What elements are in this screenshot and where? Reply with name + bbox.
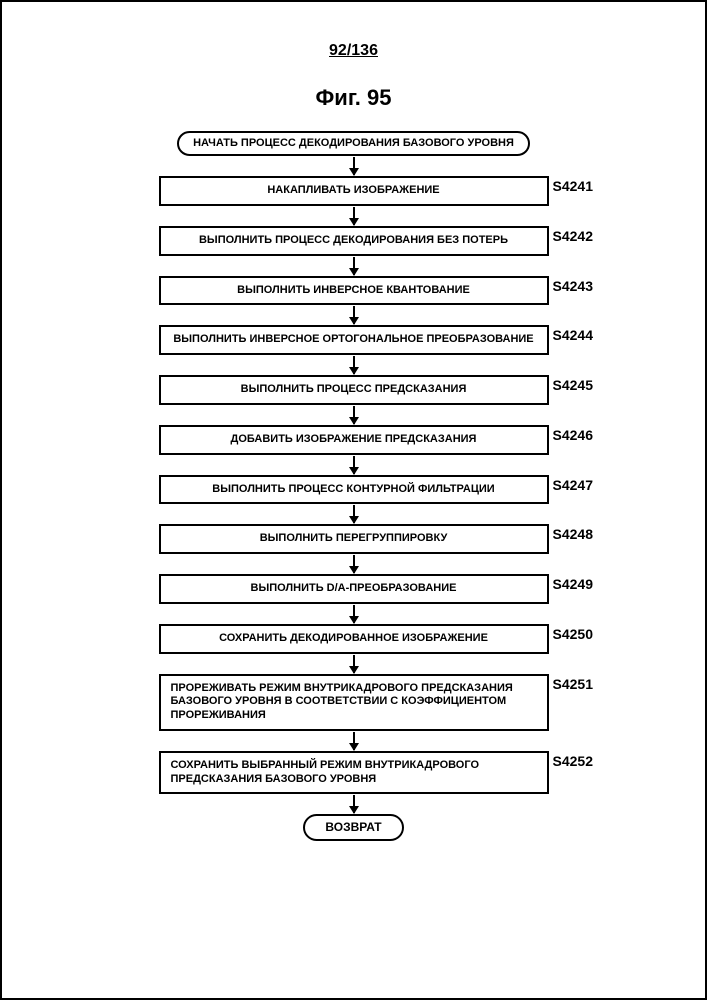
- process-box: СОХРАНИТЬ ДЕКОДИРОВАННОЕ ИЗОБРАЖЕНИЕ: [159, 624, 549, 654]
- arrow-icon: [353, 257, 355, 275]
- arrow-icon: [353, 356, 355, 374]
- process-box: ВЫПОЛНИТЬ ПРОЦЕСС ДЕКОДИРОВАНИЯ БЕЗ ПОТЕ…: [159, 226, 549, 256]
- process-box: ВЫПОЛНИТЬ ПЕРЕГРУППИРОВКУ: [159, 524, 549, 554]
- arrow-icon: [353, 605, 355, 623]
- step-row: ВЫПОЛНИТЬ ПЕРЕГРУППИРОВКУS4248: [74, 524, 634, 554]
- step-row: СОХРАНИТЬ ДЕКОДИРОВАННОЕ ИЗОБРАЖЕНИЕS425…: [74, 624, 634, 654]
- step-label: S4245: [553, 377, 593, 393]
- step-label: S4247: [553, 477, 593, 493]
- arrow-icon: [353, 207, 355, 225]
- arrow-icon: [353, 406, 355, 424]
- step-label: S4252: [553, 753, 593, 769]
- step-label: S4248: [553, 526, 593, 542]
- arrow-icon: [353, 456, 355, 474]
- process-box: ВЫПОЛНИТЬ ПРОЦЕСС КОНТУРНОЙ ФИЛЬТРАЦИИ: [159, 475, 549, 505]
- step-label: S4246: [553, 427, 593, 443]
- process-box: ПРОРЕЖИВАТЬ РЕЖИМ ВНУТРИКАДРОВОГО ПРЕДСК…: [159, 674, 549, 731]
- terminal-start: НАЧАТЬ ПРОЦЕСС ДЕКОДИРОВАНИЯ БАЗОВОГО УР…: [177, 131, 530, 156]
- step-label: S4249: [553, 576, 593, 592]
- step-row: ВЫПОЛНИТЬ ИНВЕРСНОЕ КВАНТОВАНИЕS4243: [74, 276, 634, 306]
- process-box: ДОБАВИТЬ ИЗОБРАЖЕНИЕ ПРЕДСКАЗАНИЯ: [159, 425, 549, 455]
- process-box: ВЫПОЛНИТЬ D/A-ПРЕОБРАЗОВАНИЕ: [159, 574, 549, 604]
- step-label: S4241: [553, 178, 593, 194]
- step-row: ДОБАВИТЬ ИЗОБРАЖЕНИЕ ПРЕДСКАЗАНИЯS4246: [74, 425, 634, 455]
- step-row: ВЫПОЛНИТЬ ПРОЦЕСС ДЕКОДИРОВАНИЯ БЕЗ ПОТЕ…: [74, 226, 634, 256]
- arrow-icon: [353, 732, 355, 750]
- arrow-icon: [353, 306, 355, 324]
- process-box: ВЫПОЛНИТЬ ПРОЦЕСС ПРЕДСКАЗАНИЯ: [159, 375, 549, 405]
- step-label: S4251: [553, 676, 593, 692]
- step-label: S4242: [553, 228, 593, 244]
- process-box: СОХРАНИТЬ ВЫБРАННЫЙ РЕЖИМ ВНУТРИКАДРОВОГ…: [159, 751, 549, 795]
- arrow-icon: [353, 795, 355, 813]
- flowchart: НАЧАТЬ ПРОЦЕСС ДЕКОДИРОВАНИЯ БАЗОВОГО УР…: [2, 131, 705, 841]
- step-row: ВЫПОЛНИТЬ ИНВЕРСНОЕ ОРТОГОНАЛЬНОЕ ПРЕОБР…: [74, 325, 634, 355]
- step-label: S4244: [553, 327, 593, 343]
- terminal-end: ВОЗВРАТ: [303, 814, 403, 840]
- process-box: ВЫПОЛНИТЬ ИНВЕРСНОЕ КВАНТОВАНИЕ: [159, 276, 549, 306]
- step-row: НАКАПЛИВАТЬ ИЗОБРАЖЕНИЕS4241: [74, 176, 634, 206]
- step-row: ВЫПОЛНИТЬ ПРОЦЕСС КОНТУРНОЙ ФИЛЬТРАЦИИS4…: [74, 475, 634, 505]
- step-row: СОХРАНИТЬ ВЫБРАННЫЙ РЕЖИМ ВНУТРИКАДРОВОГ…: [74, 751, 634, 795]
- arrow-icon: [353, 505, 355, 523]
- page-number: 92/136: [2, 42, 705, 60]
- page-frame: 92/136 Фиг. 95 НАЧАТЬ ПРОЦЕСС ДЕКОДИРОВА…: [0, 0, 707, 1000]
- step-row: ВЫПОЛНИТЬ ПРОЦЕСС ПРЕДСКАЗАНИЯS4245: [74, 375, 634, 405]
- process-box: НАКАПЛИВАТЬ ИЗОБРАЖЕНИЕ: [159, 176, 549, 206]
- step-label: S4243: [553, 278, 593, 294]
- figure-title: Фиг. 95: [2, 85, 705, 111]
- process-box: ВЫПОЛНИТЬ ИНВЕРСНОЕ ОРТОГОНАЛЬНОЕ ПРЕОБР…: [159, 325, 549, 355]
- arrow-icon: [353, 655, 355, 673]
- arrow-icon: [353, 555, 355, 573]
- step-row: ПРОРЕЖИВАТЬ РЕЖИМ ВНУТРИКАДРОВОГО ПРЕДСК…: [74, 674, 634, 731]
- arrow-icon: [353, 157, 355, 175]
- step-label: S4250: [553, 626, 593, 642]
- step-row: ВЫПОЛНИТЬ D/A-ПРЕОБРАЗОВАНИЕS4249: [74, 574, 634, 604]
